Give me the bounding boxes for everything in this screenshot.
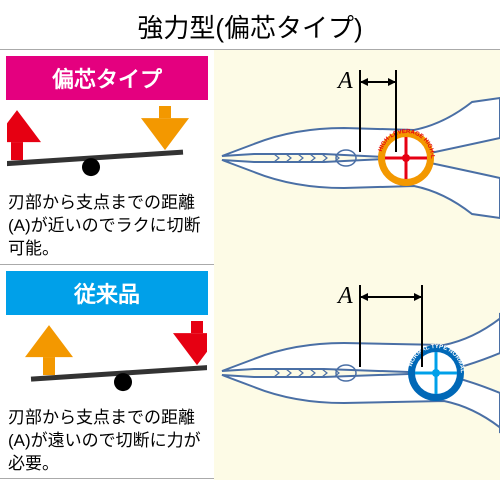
- pliers-panel: NORMAL TYPE NORMAL TYPE A: [214, 265, 500, 478]
- svg-text:A: A: [336, 283, 353, 309]
- lever-diagram: [7, 321, 207, 405]
- type-tag: 従来品: [6, 271, 208, 315]
- page-title: 強力型(偏芯タイプ): [0, 0, 500, 49]
- pliers-diagram: HIGH-LEVERAGE HIGH-LEVERAGE A: [214, 50, 500, 265]
- comparison-row: 偏芯タイプ 刃部から支点までの距離(A)が近いのでラクに切断可能。 HIGH-L…: [0, 49, 500, 264]
- lever-diagram: [7, 106, 207, 190]
- svg-text:A: A: [336, 68, 353, 94]
- pliers-diagram: NORMAL TYPE NORMAL TYPE A: [214, 265, 500, 480]
- comparison-row: 従来品 刃部から支点までの距離(A)が遠いので切断に力が必要。 NORMAL T…: [0, 264, 500, 479]
- lever-box: [0, 319, 214, 407]
- description-text: 刃部から支点までの距離(A)が遠いので切断に力が必要。: [0, 407, 214, 484]
- description-text: 刃部から支点までの距離(A)が近いのでラクに切断可能。: [0, 192, 214, 269]
- pliers-panel: HIGH-LEVERAGE HIGH-LEVERAGE A: [214, 50, 500, 264]
- lever-box: [0, 104, 214, 192]
- type-tag: 偏芯タイプ: [6, 56, 208, 100]
